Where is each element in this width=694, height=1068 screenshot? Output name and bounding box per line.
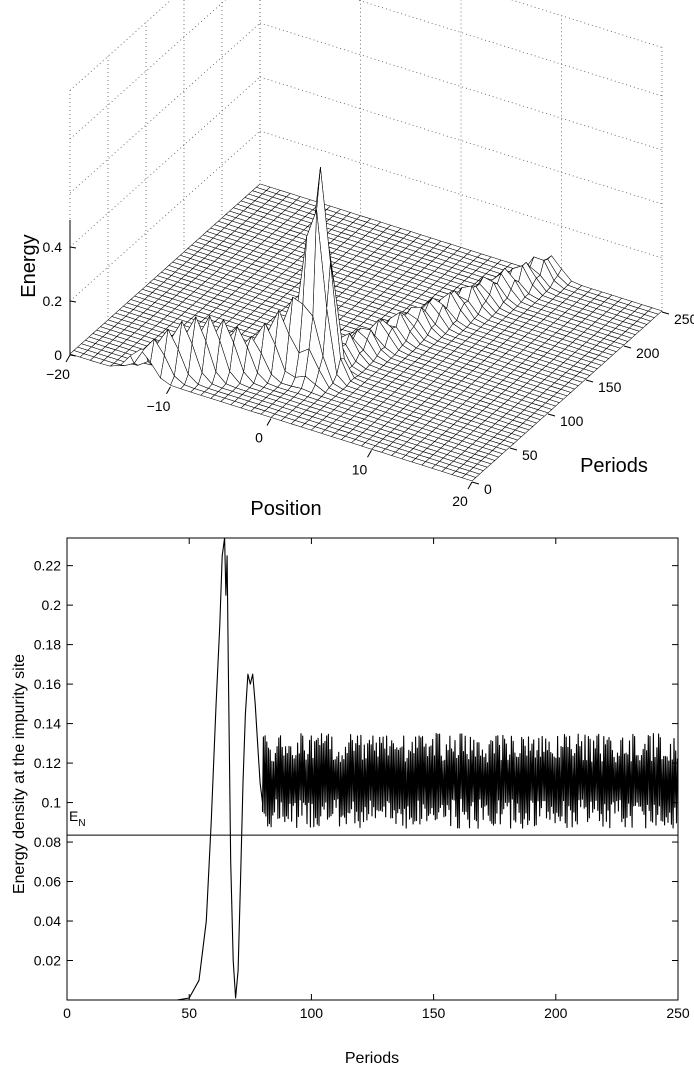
y-tick-label: 0.14 [34,716,61,732]
z-tick-label: 0 [54,347,62,363]
grid-line [69,76,261,248]
y-tick-label: 0.06 [34,874,61,890]
surface-axes [65,220,670,490]
en-reference-subscript: N [78,818,85,829]
line-plot: 0 50 100 150 200 250 0.02 0.04 0.06 0.08 0.1 0.12 0.… [11,537,690,1067]
surface-grid-lines [69,0,663,355]
y-tick-label: 0.18 [34,637,61,653]
y-tick-label: 0.1 [42,795,62,811]
x-tick-label: 150 [422,1005,446,1021]
x-tick-label: 100 [300,1005,324,1021]
grid-line [259,22,663,151]
y-tick-label: 0.22 [34,558,61,574]
grid-line [69,130,261,302]
y-tick [471,481,480,485]
x-tick [367,450,372,458]
surface-zlabel: Energy [18,234,40,297]
y-tick-label: 250 [674,311,694,327]
x-tick [166,386,171,394]
y-tick-label: 0.2 [42,597,62,613]
y-tick [585,379,594,383]
y-tick-label: 100 [560,413,584,429]
z-tick-label: 0.2 [43,293,63,309]
x-tick-label: 250 [666,1005,690,1021]
x-tick [266,418,272,426]
y-tick [623,345,632,349]
grid-line [69,22,261,194]
x-tick-label: 0 [63,1005,71,1021]
y-tick-label: 0.12 [34,755,61,771]
y-tick [547,413,556,417]
z-tick [69,246,77,249]
line-ylabel: Energy density at the impurity site [11,654,28,894]
y-tick-label: 150 [598,379,622,395]
z-tick [69,354,77,357]
x-tick-label: −20 [46,366,70,382]
y-tick [509,447,518,451]
y-tick-label: 0.04 [34,913,61,929]
en-reference-letter: E [69,808,78,824]
surface-xlabel: Position [250,498,321,520]
x-tick-label: 10 [352,461,368,477]
y-tick-label: 0.08 [34,834,61,850]
x-tick [467,481,473,490]
x-tick [65,354,71,363]
y-tick-label: 0.02 [34,953,61,969]
grid-line [69,0,172,91]
x-tick-label: 0 [255,430,263,446]
x-tick-label: 20 [452,493,468,509]
line-xlabel: Periods [345,1050,399,1067]
y-tick-label: 0.16 [34,676,61,692]
x-tick-label: 200 [544,1005,568,1021]
x-tick-label: −10 [147,398,171,414]
z-tick-label: 0.4 [43,239,63,255]
line-plot-ticks: 0 50 100 150 200 250 0.02 0.04 0.06 0.08 0.1 0.12 0.… [34,538,690,1021]
en-reference-label: EN [69,808,86,829]
surface-ylabel: Periods [580,455,648,477]
y-tick-label: 0 [484,481,492,497]
x-tick-label: 50 [181,1005,197,1021]
z-tick [69,300,77,303]
grid-line [69,0,226,140]
y-tick-label: 200 [636,345,660,361]
surface-cell [69,350,85,358]
line-plot-frame [66,537,679,1001]
y-tick-label: 50 [522,447,538,463]
surface-mesh [69,167,663,482]
y-tick [661,311,670,315]
energy-series-line [67,537,678,1001]
line-plot-series [67,537,678,1001]
